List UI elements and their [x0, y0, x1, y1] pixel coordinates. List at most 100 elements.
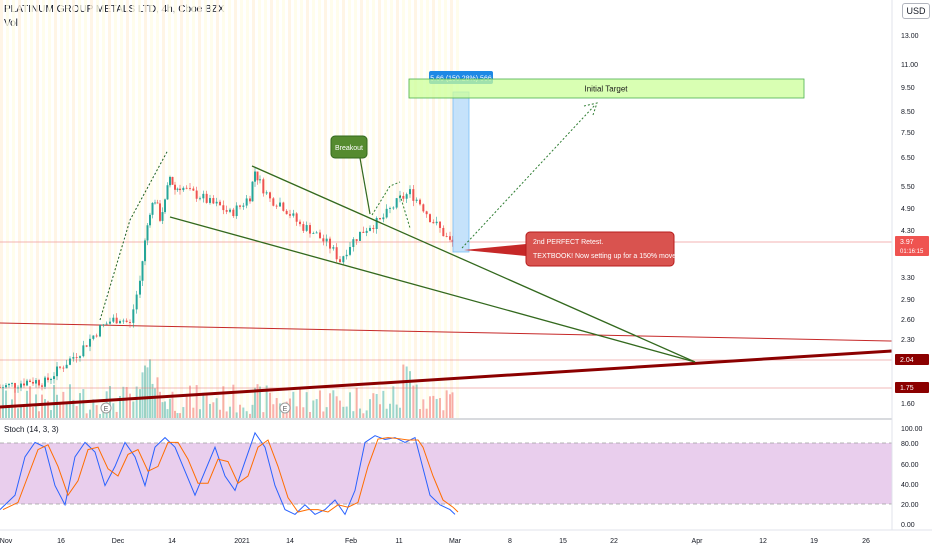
- session-band: [216, 0, 219, 418]
- candle-body: [312, 233, 315, 234]
- volume-indicator-label[interactable]: Vol: [4, 18, 18, 29]
- candle-body: [11, 383, 13, 384]
- session-band: [270, 0, 273, 418]
- currency-button[interactable]: USD: [902, 3, 930, 19]
- candle-body: [35, 380, 37, 384]
- candle-body: [179, 188, 181, 191]
- wedge-upper-line[interactable]: [251, 165, 696, 363]
- candle-body: [382, 217, 385, 220]
- candle-body: [95, 335, 98, 337]
- candle-body: [141, 261, 144, 281]
- candle-body: [425, 211, 428, 215]
- candle-body: [451, 239, 454, 242]
- volume-bar: [295, 406, 298, 418]
- measure-range-box[interactable]: [452, 91, 470, 253]
- candle-body: [154, 202, 156, 204]
- candle-body: [166, 185, 169, 200]
- volume-bar: [429, 396, 431, 418]
- retest-pointer: [464, 244, 526, 256]
- session-band: [264, 0, 267, 418]
- volume-bar: [339, 400, 341, 418]
- session-band: [276, 0, 279, 418]
- session-band: [54, 0, 57, 418]
- candle-body: [102, 324, 105, 326]
- retest-line-1: 2nd PERFECT Retest.: [533, 239, 603, 246]
- candle-body: [182, 187, 185, 191]
- volume-bar: [415, 384, 418, 418]
- session-band: [288, 0, 291, 418]
- long-term-support-line[interactable]: [0, 349, 893, 409]
- session-band: [324, 0, 327, 418]
- volume-bar: [23, 407, 25, 418]
- session-band: [306, 0, 309, 418]
- time-tick-0: Nov: [0, 538, 13, 545]
- volume-bar: [269, 392, 271, 418]
- stoch-axis[interactable]: 100.00 80.00 60.00 40.00 20.00 0.00: [901, 426, 923, 529]
- volume-bar: [14, 384, 16, 418]
- target-arrow-head: [583, 102, 598, 116]
- stoch-d-line: [2, 437, 459, 513]
- session-band: [156, 0, 159, 418]
- breakout-callout-box[interactable]: [330, 135, 368, 159]
- volume-bar: [362, 413, 365, 418]
- volume-bar: [312, 400, 315, 418]
- price-tick-0: 13.00: [901, 33, 919, 40]
- candle-body: [189, 187, 191, 189]
- retest-callout-box[interactable]: [525, 231, 675, 267]
- volume-bar: [299, 388, 301, 418]
- wedge-lower-line[interactable]: [169, 216, 696, 363]
- price-tick-5: 6.50: [901, 155, 915, 162]
- session-band: [438, 0, 441, 418]
- volume-bar: [146, 367, 149, 418]
- session-band: [384, 0, 387, 418]
- candle-body: [362, 231, 365, 233]
- candle-body: [409, 189, 411, 195]
- time-axis[interactable]: Nov 16 Dec 14 2021 14 Feb 11 Mar 8 15 22 Apr 12 19 26: [0, 538, 870, 545]
- volume-bar: [412, 385, 415, 418]
- volume-bar: [279, 403, 281, 418]
- candle-body: [272, 198, 275, 206]
- candle-body: [161, 212, 164, 221]
- volume-bar: [189, 385, 191, 418]
- resistance-line[interactable]: [0, 322, 893, 342]
- candle-body: [379, 217, 381, 220]
- price-axis[interactable]: 13.00 11.00 9.50 8.50 7.50 6.50 5.50 4.90 4.30 3.…: [901, 33, 919, 408]
- volume-bar: [41, 394, 43, 418]
- time-tick-1: 16: [57, 538, 65, 545]
- volume-bar: [53, 384, 55, 418]
- volume-bar: [256, 384, 259, 418]
- candle-body: [79, 356, 81, 358]
- candle-body: [125, 320, 128, 322]
- initial-target-box[interactable]: [408, 78, 805, 99]
- candle-body: [199, 198, 201, 200]
- candle-body: [419, 199, 421, 205]
- volume-bar: [242, 407, 245, 418]
- earnings-marker-jan[interactable]: E: [279, 402, 291, 414]
- time-tick-4: 2021: [234, 538, 250, 545]
- price-tick-10: 2.90: [901, 297, 915, 304]
- candle-body: [169, 176, 171, 186]
- volume-bar: [75, 406, 78, 418]
- candle-body: [432, 222, 435, 224]
- candle-body: [92, 335, 95, 339]
- stoch-label[interactable]: Stoch (14, 3, 3): [4, 425, 59, 434]
- candle-body: [285, 210, 288, 215]
- volume-bar: [151, 383, 154, 418]
- session-band: [258, 0, 261, 418]
- volume-bar: [442, 410, 445, 418]
- volume-bar: [17, 408, 19, 418]
- session-band: [450, 0, 453, 418]
- candle-body: [422, 204, 425, 212]
- session-band: [246, 0, 249, 418]
- candle-body: [442, 227, 445, 237]
- candle-body: [8, 383, 10, 386]
- volume-bar: [115, 411, 118, 418]
- candle-body: [195, 190, 198, 199]
- price-tick-4: 7.50: [901, 130, 915, 137]
- volume-bar: [174, 410, 176, 418]
- candle-body: [329, 238, 331, 249]
- volume-bar: [209, 403, 211, 418]
- volume-bar: [8, 406, 10, 418]
- earnings-marker-dec[interactable]: E: [100, 402, 112, 414]
